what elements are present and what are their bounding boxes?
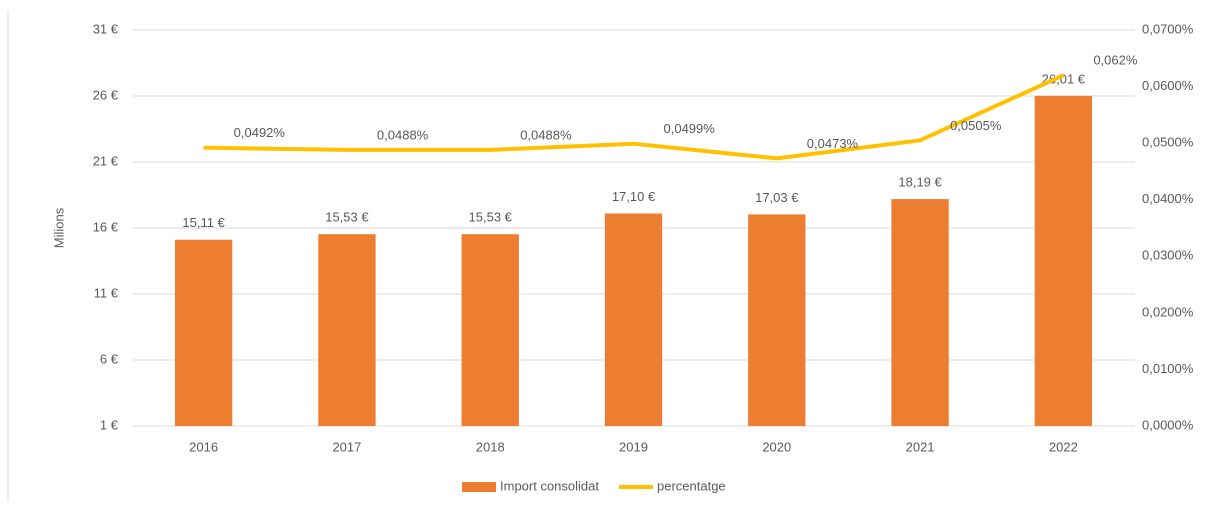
y2-tick-label: 0,0300% [1142,248,1194,263]
y-tick-label: 31 € [93,21,119,36]
y-tick-label: 6 € [100,351,119,366]
bar-value-label: 26,01 € [1042,71,1086,86]
y2-tick-label: 0,0000% [1142,417,1194,432]
legend-label: Import consolidat [500,478,599,493]
line-value-label: 0,0492% [234,125,286,140]
bar-value-label: 15,11 € [182,215,225,230]
y-tick-label: 1 € [100,417,119,432]
y-tick-label: 16 € [93,219,119,234]
x-tick-label: 2020 [762,439,791,454]
line-value-label: 0,062% [1093,53,1138,68]
bar [891,199,949,426]
y2-tick-label: 0,0400% [1142,191,1194,206]
bar-value-label: 15,53 € [469,210,513,225]
bar [174,239,233,426]
x-tick-label: 2018 [476,439,505,454]
y2-tick-label: 0,0100% [1142,361,1194,376]
y-tick-label: 21 € [93,153,119,168]
bar [604,213,663,426]
line-value-label: 0,0505% [950,118,1002,133]
x-tick-label: 2017 [332,439,361,454]
y2-tick-label: 0,0200% [1142,304,1194,319]
y-tick-label: 26 € [93,87,119,102]
x-tick-label: 2021 [906,439,935,454]
bar [461,234,519,426]
x-tick-label: 2019 [619,439,648,454]
legend-label: percentatge [657,478,726,493]
bar-value-label: 18,19 € [898,175,942,190]
y-tick-label: 11 € [94,285,119,300]
legend-swatch [462,482,496,492]
bar [1034,95,1093,427]
bar-value-label: 15,53 € [325,210,369,225]
bar [318,234,376,426]
y2-tick-label: 0,0700% [1142,21,1194,36]
y2-tick-label: 0,0600% [1142,78,1194,93]
line-value-label: 0,0473% [807,136,859,151]
bar-value-label: 17,10 € [612,189,656,204]
line-value-label: 0,0488% [377,127,429,142]
line-value-label: 0,0488% [520,127,572,142]
y2-tick-label: 0,0500% [1142,135,1194,150]
line-series [203,73,1065,161]
y-axis-label: Milions [51,207,66,248]
x-tick-label: 2016 [189,439,218,454]
line-value-label: 0,0499% [664,121,716,136]
x-tick-label: 2022 [1049,439,1078,454]
bar [748,214,806,426]
bar-value-label: 17,03 € [755,190,799,205]
